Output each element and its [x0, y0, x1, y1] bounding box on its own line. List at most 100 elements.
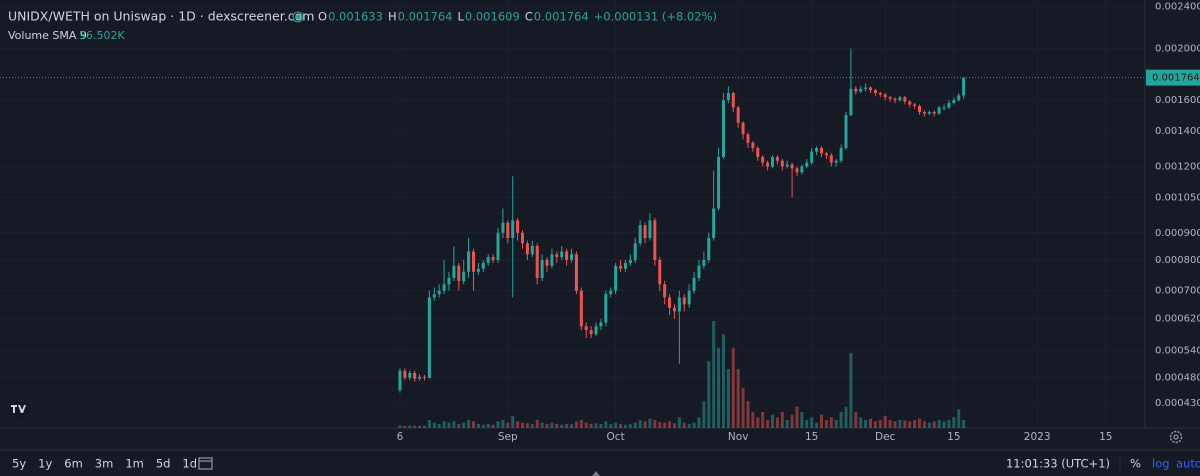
candle-body	[594, 326, 598, 335]
scale-button[interactable]: auto	[1176, 457, 1200, 471]
volume-bar	[697, 417, 701, 428]
ohlc-value: 0.001609	[465, 10, 520, 24]
volume-bar	[677, 417, 681, 428]
candle-body	[682, 297, 686, 305]
tv-logo	[8, 400, 28, 418]
candle-body	[839, 148, 843, 161]
range-button[interactable]: 1m	[125, 457, 144, 471]
scale-button[interactable]: log	[1152, 457, 1170, 471]
collapse-arrow[interactable]	[592, 471, 600, 476]
volume-bar	[766, 419, 770, 428]
candle-body	[913, 104, 917, 106]
x-tick-label: 15	[805, 431, 818, 443]
volume-bar	[614, 422, 618, 428]
candle-body	[712, 208, 716, 238]
volume-bar	[521, 422, 525, 428]
volume-bar	[574, 421, 578, 428]
volume-bar	[545, 423, 549, 428]
volume-bar	[628, 424, 632, 428]
range-button[interactable]: 6m	[64, 457, 83, 471]
logo-mark	[11, 405, 26, 413]
y-tick-label: 0.000480	[1155, 373, 1200, 384]
candle-body	[756, 148, 760, 158]
candle-body	[486, 257, 490, 263]
scale-button[interactable]: %	[1130, 457, 1141, 471]
candle-body	[795, 168, 799, 173]
volume-bar	[854, 411, 858, 428]
candle-body	[731, 93, 735, 108]
y-tick-label: 0.000540	[1155, 346, 1200, 357]
y-tick-label: 0.001600	[1155, 95, 1200, 106]
volume-bar	[824, 419, 828, 428]
range-button[interactable]: 5d	[156, 457, 171, 471]
volume-bar	[741, 387, 745, 428]
ohlc-key: C	[525, 10, 533, 24]
y-tick-label: 0.000900	[1155, 228, 1200, 239]
volume-bar	[413, 425, 417, 428]
range-button[interactable]: 3m	[95, 457, 114, 471]
volume-bar	[751, 411, 755, 428]
candle-body	[937, 107, 941, 114]
ohlc-key: O	[318, 10, 327, 24]
volume-bar	[761, 411, 765, 428]
volume-bar	[457, 423, 461, 428]
volume-bar	[643, 421, 647, 428]
candle-body	[810, 151, 814, 163]
volume-bar	[506, 422, 510, 428]
volume-bar	[775, 417, 779, 428]
volume-bar	[540, 422, 544, 428]
range-button[interactable]: 1d	[182, 457, 197, 471]
status-dot	[292, 11, 304, 23]
volume-bar	[922, 421, 926, 428]
volume-bar	[908, 421, 912, 428]
candle-body	[579, 290, 583, 327]
volume-bar	[810, 417, 814, 428]
volume-bar	[565, 423, 569, 428]
x-tick-label: 2023	[1024, 431, 1051, 443]
candle-body	[432, 294, 436, 298]
range-button[interactable]: 5y	[12, 457, 26, 471]
settings-icon[interactable]	[1169, 430, 1183, 444]
gear-teeth	[1169, 430, 1183, 444]
volume-bar	[962, 419, 966, 428]
volume-bar	[815, 422, 819, 428]
volume-bar	[648, 418, 652, 428]
candle-body	[785, 164, 789, 167]
last-price-badge	[1146, 69, 1200, 86]
candle-body	[633, 243, 637, 260]
candle-body	[653, 220, 657, 260]
volume-bar	[682, 422, 686, 428]
candle-body	[511, 220, 515, 238]
candle-body	[447, 277, 451, 285]
volume-bar	[638, 419, 642, 428]
candle-body	[927, 111, 931, 114]
range-button[interactable]: 1y	[38, 457, 52, 471]
status-dot-inner	[295, 14, 301, 20]
volume-bar	[447, 422, 451, 428]
candle-body	[957, 95, 961, 101]
volume-bar	[525, 423, 529, 428]
candle-body	[476, 268, 480, 272]
volume-bar	[560, 424, 564, 428]
volume-bar	[530, 423, 534, 428]
candle-body	[521, 232, 525, 244]
candle-body	[452, 265, 456, 278]
candle-body	[746, 134, 750, 143]
candle-body	[471, 251, 475, 272]
candle-body	[692, 277, 696, 291]
volume-bar	[883, 415, 887, 428]
goto-date-icon[interactable]	[198, 457, 213, 470]
candle-body	[893, 98, 897, 101]
candle-body	[589, 330, 593, 335]
candle-body	[663, 284, 667, 298]
candle-body	[545, 259, 549, 266]
volume-bar	[707, 361, 711, 428]
volume-bar	[731, 347, 735, 428]
volume-bar	[604, 421, 608, 428]
volume-bar	[496, 421, 500, 428]
volume-bar	[844, 406, 848, 428]
candle-body	[496, 232, 500, 260]
candle-body	[859, 88, 863, 92]
volume-bar	[864, 419, 868, 428]
volume-bar	[937, 419, 941, 428]
